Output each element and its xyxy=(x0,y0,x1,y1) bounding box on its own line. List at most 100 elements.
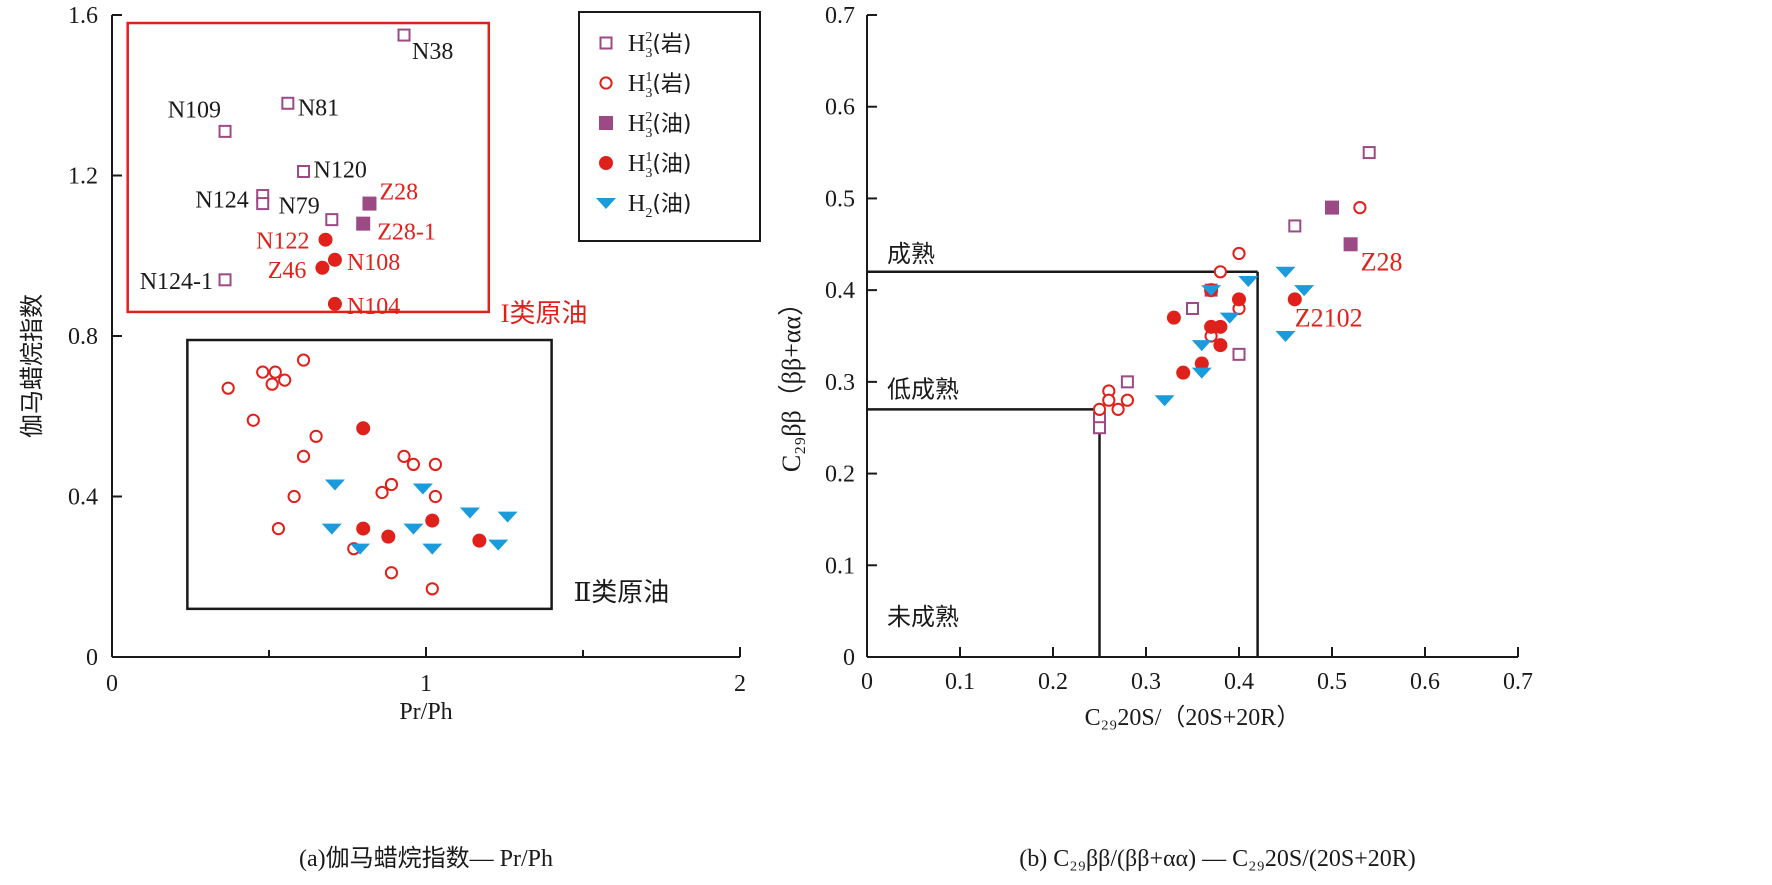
data-label: Z2102 xyxy=(1295,303,1363,332)
y-tick-label: 0.3 xyxy=(825,370,855,396)
data-point xyxy=(1102,393,1116,407)
data-point xyxy=(1201,285,1222,297)
data-point xyxy=(318,232,333,247)
legend-label: H32(岩) xyxy=(628,30,692,61)
data-point xyxy=(1275,331,1296,342)
x-tick-label: 0.5 xyxy=(1317,669,1347,695)
legend-label: H31(岩) xyxy=(628,70,692,101)
legend-label: H31(油) xyxy=(628,150,692,181)
data-point xyxy=(497,511,518,523)
data-label: Z28 xyxy=(379,180,418,206)
data-point xyxy=(315,260,330,275)
data-label: N81 xyxy=(298,95,339,121)
data-point xyxy=(325,213,339,227)
data-point xyxy=(1191,340,1212,352)
y-axis-label: C₂₉ββ（ββ+αα） xyxy=(777,290,806,472)
data-point xyxy=(278,373,292,387)
data-point xyxy=(1325,200,1339,215)
x-axis-label: C₂₉20S/（20S+20R） xyxy=(1085,705,1301,731)
data-point xyxy=(327,296,342,311)
data-point xyxy=(309,429,323,443)
data-label: N124-1 xyxy=(140,269,213,295)
y-tick-label: 0.7 xyxy=(825,3,855,29)
data-point xyxy=(397,28,411,42)
data-point xyxy=(1166,310,1181,325)
x-tick-label: 0.7 xyxy=(1503,669,1533,695)
chart-caption: (b) C₂₉ββ/(ββ+αα) — C₂₉20S/(20S+20R) xyxy=(1019,846,1416,872)
y-tick-label: 1.2 xyxy=(68,164,98,190)
data-point xyxy=(425,513,440,528)
data-point xyxy=(296,353,311,367)
data-point xyxy=(1186,301,1199,315)
data-point xyxy=(268,365,282,379)
region-box xyxy=(126,21,491,314)
data-point xyxy=(1275,266,1296,278)
data-point xyxy=(1092,402,1107,416)
data-point xyxy=(1287,292,1302,307)
data-point xyxy=(488,539,509,551)
data-point xyxy=(362,196,377,211)
data-point xyxy=(412,483,433,495)
x-axis-label: Pr/Ph xyxy=(399,699,452,725)
y-tick-label: 0.6 xyxy=(825,95,855,121)
y-tick-label: 1.6 xyxy=(68,3,98,29)
legend-marker xyxy=(599,36,613,50)
data-point xyxy=(1213,265,1228,279)
data-point xyxy=(271,522,286,536)
data-point xyxy=(381,529,396,544)
x-tick-label: 0 xyxy=(861,669,873,695)
data-point xyxy=(1120,393,1135,407)
data-point xyxy=(397,449,411,463)
region-label: I类原油 xyxy=(501,299,588,328)
data-point xyxy=(459,507,480,519)
region-label: Ⅱ类原油 xyxy=(574,578,670,607)
data-point xyxy=(1194,356,1209,371)
data-point xyxy=(297,164,311,178)
data-point xyxy=(1232,292,1246,307)
data-point xyxy=(1154,395,1175,407)
x-tick-label: 0.6 xyxy=(1410,669,1440,695)
legend: H32(岩) H31(岩) H32(油) H31(油) H2(油) xyxy=(578,11,761,242)
zone-label: 未成熟 xyxy=(887,604,959,631)
data-label: N122 xyxy=(256,229,309,255)
data-point xyxy=(1343,237,1358,252)
data-point xyxy=(406,457,421,471)
data-point xyxy=(1093,421,1106,435)
data-point xyxy=(384,477,399,492)
data-point xyxy=(1213,319,1228,334)
y-axis-label: 伽马蜡烷指数 xyxy=(19,294,46,438)
data-point xyxy=(324,479,345,491)
data-point xyxy=(425,582,439,596)
y-tick-label: 0 xyxy=(86,645,98,671)
data-point xyxy=(1176,365,1191,380)
data-point xyxy=(1294,285,1315,297)
data-point xyxy=(218,273,232,287)
legend-label: H32(油) xyxy=(628,110,692,141)
data-point xyxy=(1191,367,1212,379)
x-tick-label: 0.2 xyxy=(1038,669,1068,695)
data-point xyxy=(428,457,443,471)
data-point xyxy=(1232,246,1246,261)
y-tick-label: 0.1 xyxy=(825,553,855,579)
data-label: Z46 xyxy=(268,258,307,284)
data-point xyxy=(1362,146,1376,160)
data-point xyxy=(1232,347,1246,361)
data-label: Z28 xyxy=(1361,247,1403,276)
y-tick-label: 0.4 xyxy=(825,278,855,304)
data-label: N109 xyxy=(168,97,221,123)
chart-a: 0 0.4 0.8 1.2 1.6 0 1 2 Pr/Ph 伽马蜡烷指数 (a)伽马蜡烷指数— Pr… xyxy=(19,3,746,872)
data-point xyxy=(281,96,295,110)
data-label: Z28-1 xyxy=(377,220,436,246)
data-point xyxy=(1238,275,1259,287)
data-point xyxy=(1111,402,1125,416)
legend-marker xyxy=(599,156,613,170)
data-point xyxy=(1353,201,1367,215)
data-point xyxy=(218,124,232,138)
data-point xyxy=(296,449,311,463)
data-point xyxy=(221,381,235,395)
x-tick-label: 1 xyxy=(420,671,432,697)
data-point xyxy=(287,489,301,504)
y-tick-label: 0.4 xyxy=(68,485,98,511)
data-point xyxy=(256,365,270,379)
